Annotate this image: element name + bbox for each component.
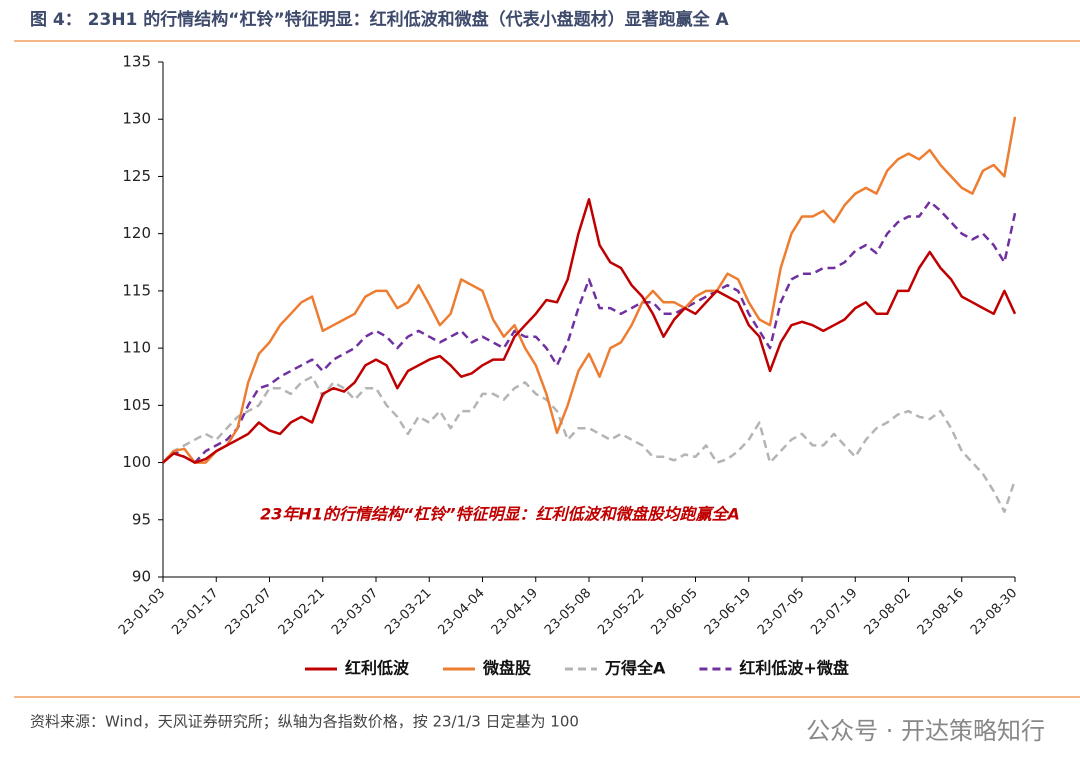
y-tick-label: 135 xyxy=(122,53,151,71)
y-tick-label: 120 xyxy=(122,224,151,242)
y-tick-label: 110 xyxy=(122,339,151,357)
x-tick-label: 23-02-07 xyxy=(222,586,274,638)
y-tick-label: 95 xyxy=(132,510,151,528)
x-tick-label: 23-06-19 xyxy=(702,586,754,638)
source-note: 资料来源：Wind，天风证券研究所；纵轴为各指数价格，按 23/1/3 日定基为… xyxy=(30,713,579,731)
x-tick-label: 23-06-05 xyxy=(648,586,700,638)
x-tick-label: 23-05-22 xyxy=(595,586,647,638)
legend-label: 万得全A xyxy=(604,659,666,678)
x-tick-label: 23-04-04 xyxy=(435,586,487,638)
series-line xyxy=(162,116,1017,464)
x-tick-label: 23-04-19 xyxy=(489,586,541,638)
figure-title: 图 4： 23H1 的行情结构“杠铃”特征明显：红利低波和微盘（代表小盘题材）显… xyxy=(30,9,730,30)
series-line xyxy=(162,198,1017,464)
legend-label: 红利低波 xyxy=(345,659,410,678)
x-tick-label: 23-08-02 xyxy=(861,586,913,638)
x-tick-label: 23-07-19 xyxy=(808,586,860,638)
x-tick-label: 23-07-05 xyxy=(755,586,807,638)
legend-label: 微盘股 xyxy=(482,659,532,678)
legend-label: 红利低波+微盘 xyxy=(739,659,848,678)
series-line xyxy=(162,375,1017,514)
series-line xyxy=(162,200,1017,464)
y-tick-label: 105 xyxy=(122,396,151,414)
y-tick-label: 100 xyxy=(122,453,151,471)
x-tick-label: 23-01-03 xyxy=(116,586,168,638)
y-tick-label: 125 xyxy=(122,167,151,185)
legend: 红利低波 微盘股 万得全A 红利低波+微盘 xyxy=(305,659,849,678)
y-tick-label: 90 xyxy=(132,568,151,586)
y-tick-label: 130 xyxy=(122,110,151,128)
x-tick-label: 23-03-07 xyxy=(329,586,381,638)
x-tick-label: 23-08-16 xyxy=(915,586,967,638)
x-tick-label: 23-03-21 xyxy=(382,586,434,638)
x-tick-label: 23-01-17 xyxy=(169,586,221,638)
x-tick-label: 23-02-21 xyxy=(276,586,328,638)
x-tick-label: 23-08-30 xyxy=(968,586,1020,638)
annotation: 23年H1的行情结构“杠铃”特征明显：红利低波和微盘股均跑赢全A xyxy=(260,505,740,524)
watermark: 公众号 · 开达策略知行 xyxy=(806,717,1045,745)
x-tick-label: 23-05-08 xyxy=(542,586,594,638)
y-tick-label: 115 xyxy=(122,281,151,299)
